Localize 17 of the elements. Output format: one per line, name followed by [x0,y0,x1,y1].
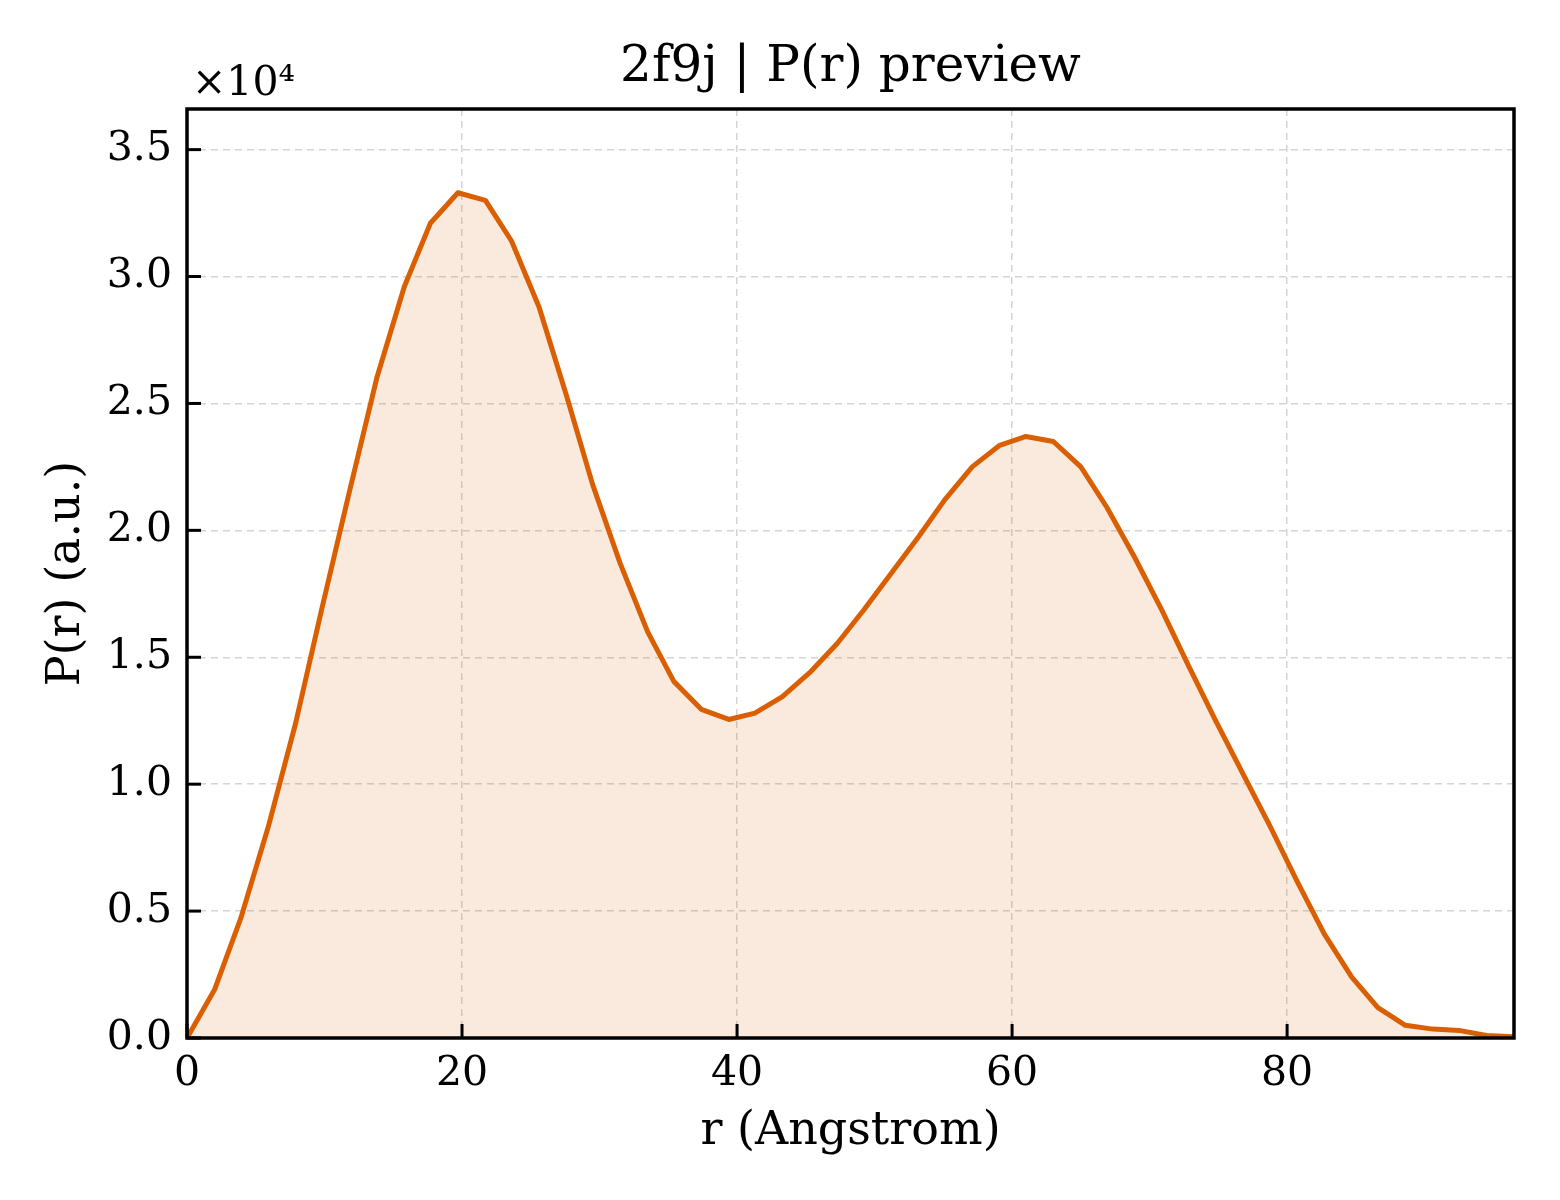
y-tick-label: 2.0 [106,503,172,552]
x-tick-label: 20 [435,1047,489,1096]
y-tick-label: 0.5 [106,883,172,932]
y-axis-title: P(r) (a.u.) [35,460,90,687]
text: ×10⁴ [192,57,295,105]
x-axis-title: r (Angstrom) [700,1101,1001,1156]
y-tick-label: 3.5 [106,122,172,171]
y-tick-label: 3.0 [106,249,172,298]
y-tick-label: 2.5 [106,376,172,425]
chart-title: 2f9j | P(r) preview [620,34,1082,93]
y-tick-label: 1.5 [106,629,172,678]
x-tick-label: 0 [173,1047,201,1096]
y-tick-label: 0.0 [106,1010,172,1059]
y-tick-label: 1.0 [106,756,172,805]
x-tick-label: 40 [710,1047,764,1096]
x-tick-label: 60 [985,1047,1039,1096]
x-tick-label: 80 [1261,1047,1314,1096]
